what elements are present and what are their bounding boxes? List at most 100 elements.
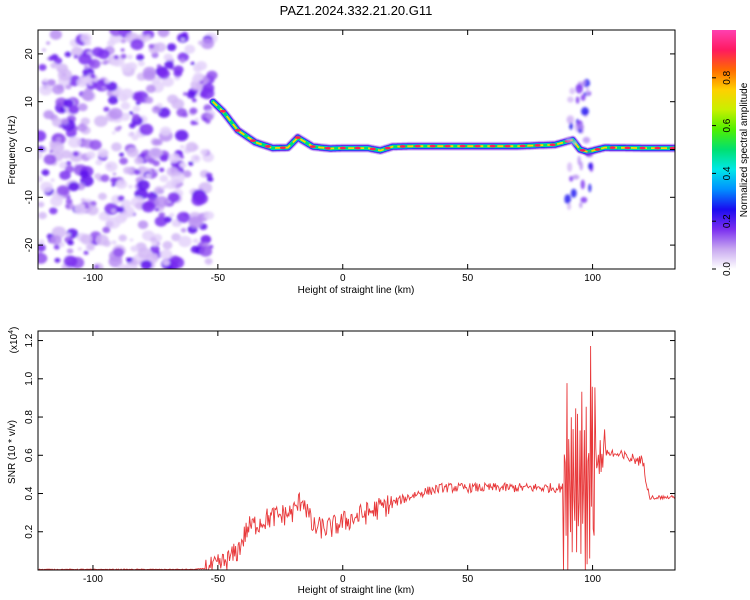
noise-blob [98,192,107,201]
noise-blob [179,144,185,149]
noise-blob [132,105,141,113]
noise-blob [137,179,150,191]
noise-blob [117,195,125,202]
noise-blob [56,84,64,91]
noise-blob [60,117,69,125]
snr-scale-suffix: ) [9,327,20,330]
noise-blob [38,243,46,252]
colorbar: 0.0 0.2 0.4 0.6 0.8 Normalized spectral ampl… [712,30,750,276]
noise-blob [49,143,56,149]
disturbance-blob [580,196,588,203]
noise-blob [107,96,119,105]
noise-blob [136,53,145,61]
noise-blob [132,113,140,120]
ridge-peak [264,145,271,148]
noise-blob [121,63,133,73]
colorbar-gradient-bar [712,30,736,269]
figure-title: PAZ1.2024.332.21.20.G11 [280,3,433,18]
ridge-peak [309,145,316,149]
noise-blob [109,165,115,169]
noise-blob [193,192,209,205]
noise-blob [78,53,92,65]
ridge-peak [279,146,286,150]
noise-blob [148,44,155,49]
ridge-peak [504,144,511,148]
noise-blob [190,61,195,66]
noise-blob [179,162,186,168]
noise-blob [50,178,55,182]
noise-blob [180,155,185,159]
snr-x-axis-label: Height of straight line (km) [298,585,415,596]
noise-blob [50,235,62,245]
disturbance-blob [581,107,589,116]
noise-blob [164,216,172,223]
disturbance-blob [585,152,593,158]
noise-blob [40,181,53,193]
noise-blob [120,48,125,52]
noise-blob [154,196,169,208]
noise-blob [59,161,68,169]
noise-blob [205,119,211,124]
noise-blob [86,151,96,160]
noise-blob [95,234,109,246]
noise-blob [139,123,154,136]
noise-blob [172,222,177,227]
disturbance-blob [579,161,583,171]
noise-blob [120,53,127,59]
noise-blob [78,103,88,112]
noise-blob [98,211,111,222]
ridge-peak [609,146,616,150]
snr-x-tick-label: 50 [462,574,474,585]
noise-blob [73,54,79,59]
noise-blob [129,111,134,115]
noise-blob [178,235,192,248]
noise-blob [148,157,156,164]
noise-blob [46,41,51,45]
noise-blob [127,132,134,137]
spectrogram-y-tick-label: 20 [24,48,35,60]
ridge-peak [549,143,556,147]
noise-blob [130,246,135,250]
noise-blob [104,79,110,84]
noise-blob [192,64,203,73]
noise-blob [103,59,110,65]
noise-blob [83,250,89,255]
noise-blob [189,189,194,194]
noise-blob [161,76,174,87]
ridge-peak [219,109,226,113]
ridge-peak [654,146,661,150]
noise-blob [190,154,201,163]
noise-blob [144,36,151,42]
noise-blob [67,136,82,148]
noise-blob [206,176,214,183]
noise-blob [142,70,156,81]
noise-blob [108,255,123,268]
spectrogram-x-tick-label: 50 [462,273,474,284]
noise-blob [87,81,93,86]
colorbar-tick-label: 0.6 [722,118,733,132]
noise-blob [48,55,55,61]
noise-blob [166,43,177,52]
noise-blob [155,139,163,146]
noise-blob [68,105,79,115]
noise-blob [42,78,49,83]
noise-blob [59,170,71,181]
noise-blob [53,57,63,65]
noise-blob [38,130,47,142]
noise-blob [140,260,153,269]
noise-blob [173,65,184,75]
noise-blob [48,79,56,86]
snr-panel: -100 -50 0 50 100 0.2 0.4 0.6 0.8 1.0 1.2 Height … [7,327,676,596]
noise-blob [112,172,117,176]
noise-blob [81,90,95,101]
noise-blob [126,257,130,261]
noise-blob [94,173,102,180]
ridge-peak [474,144,481,148]
noise-blob [129,238,134,242]
spectrogram-y-tick-label: 10 [24,96,35,108]
noise-blob [41,48,47,52]
noise-blob [111,183,116,187]
noise-blob [38,239,45,244]
noise-blob [189,107,198,115]
noise-blob [80,234,93,245]
